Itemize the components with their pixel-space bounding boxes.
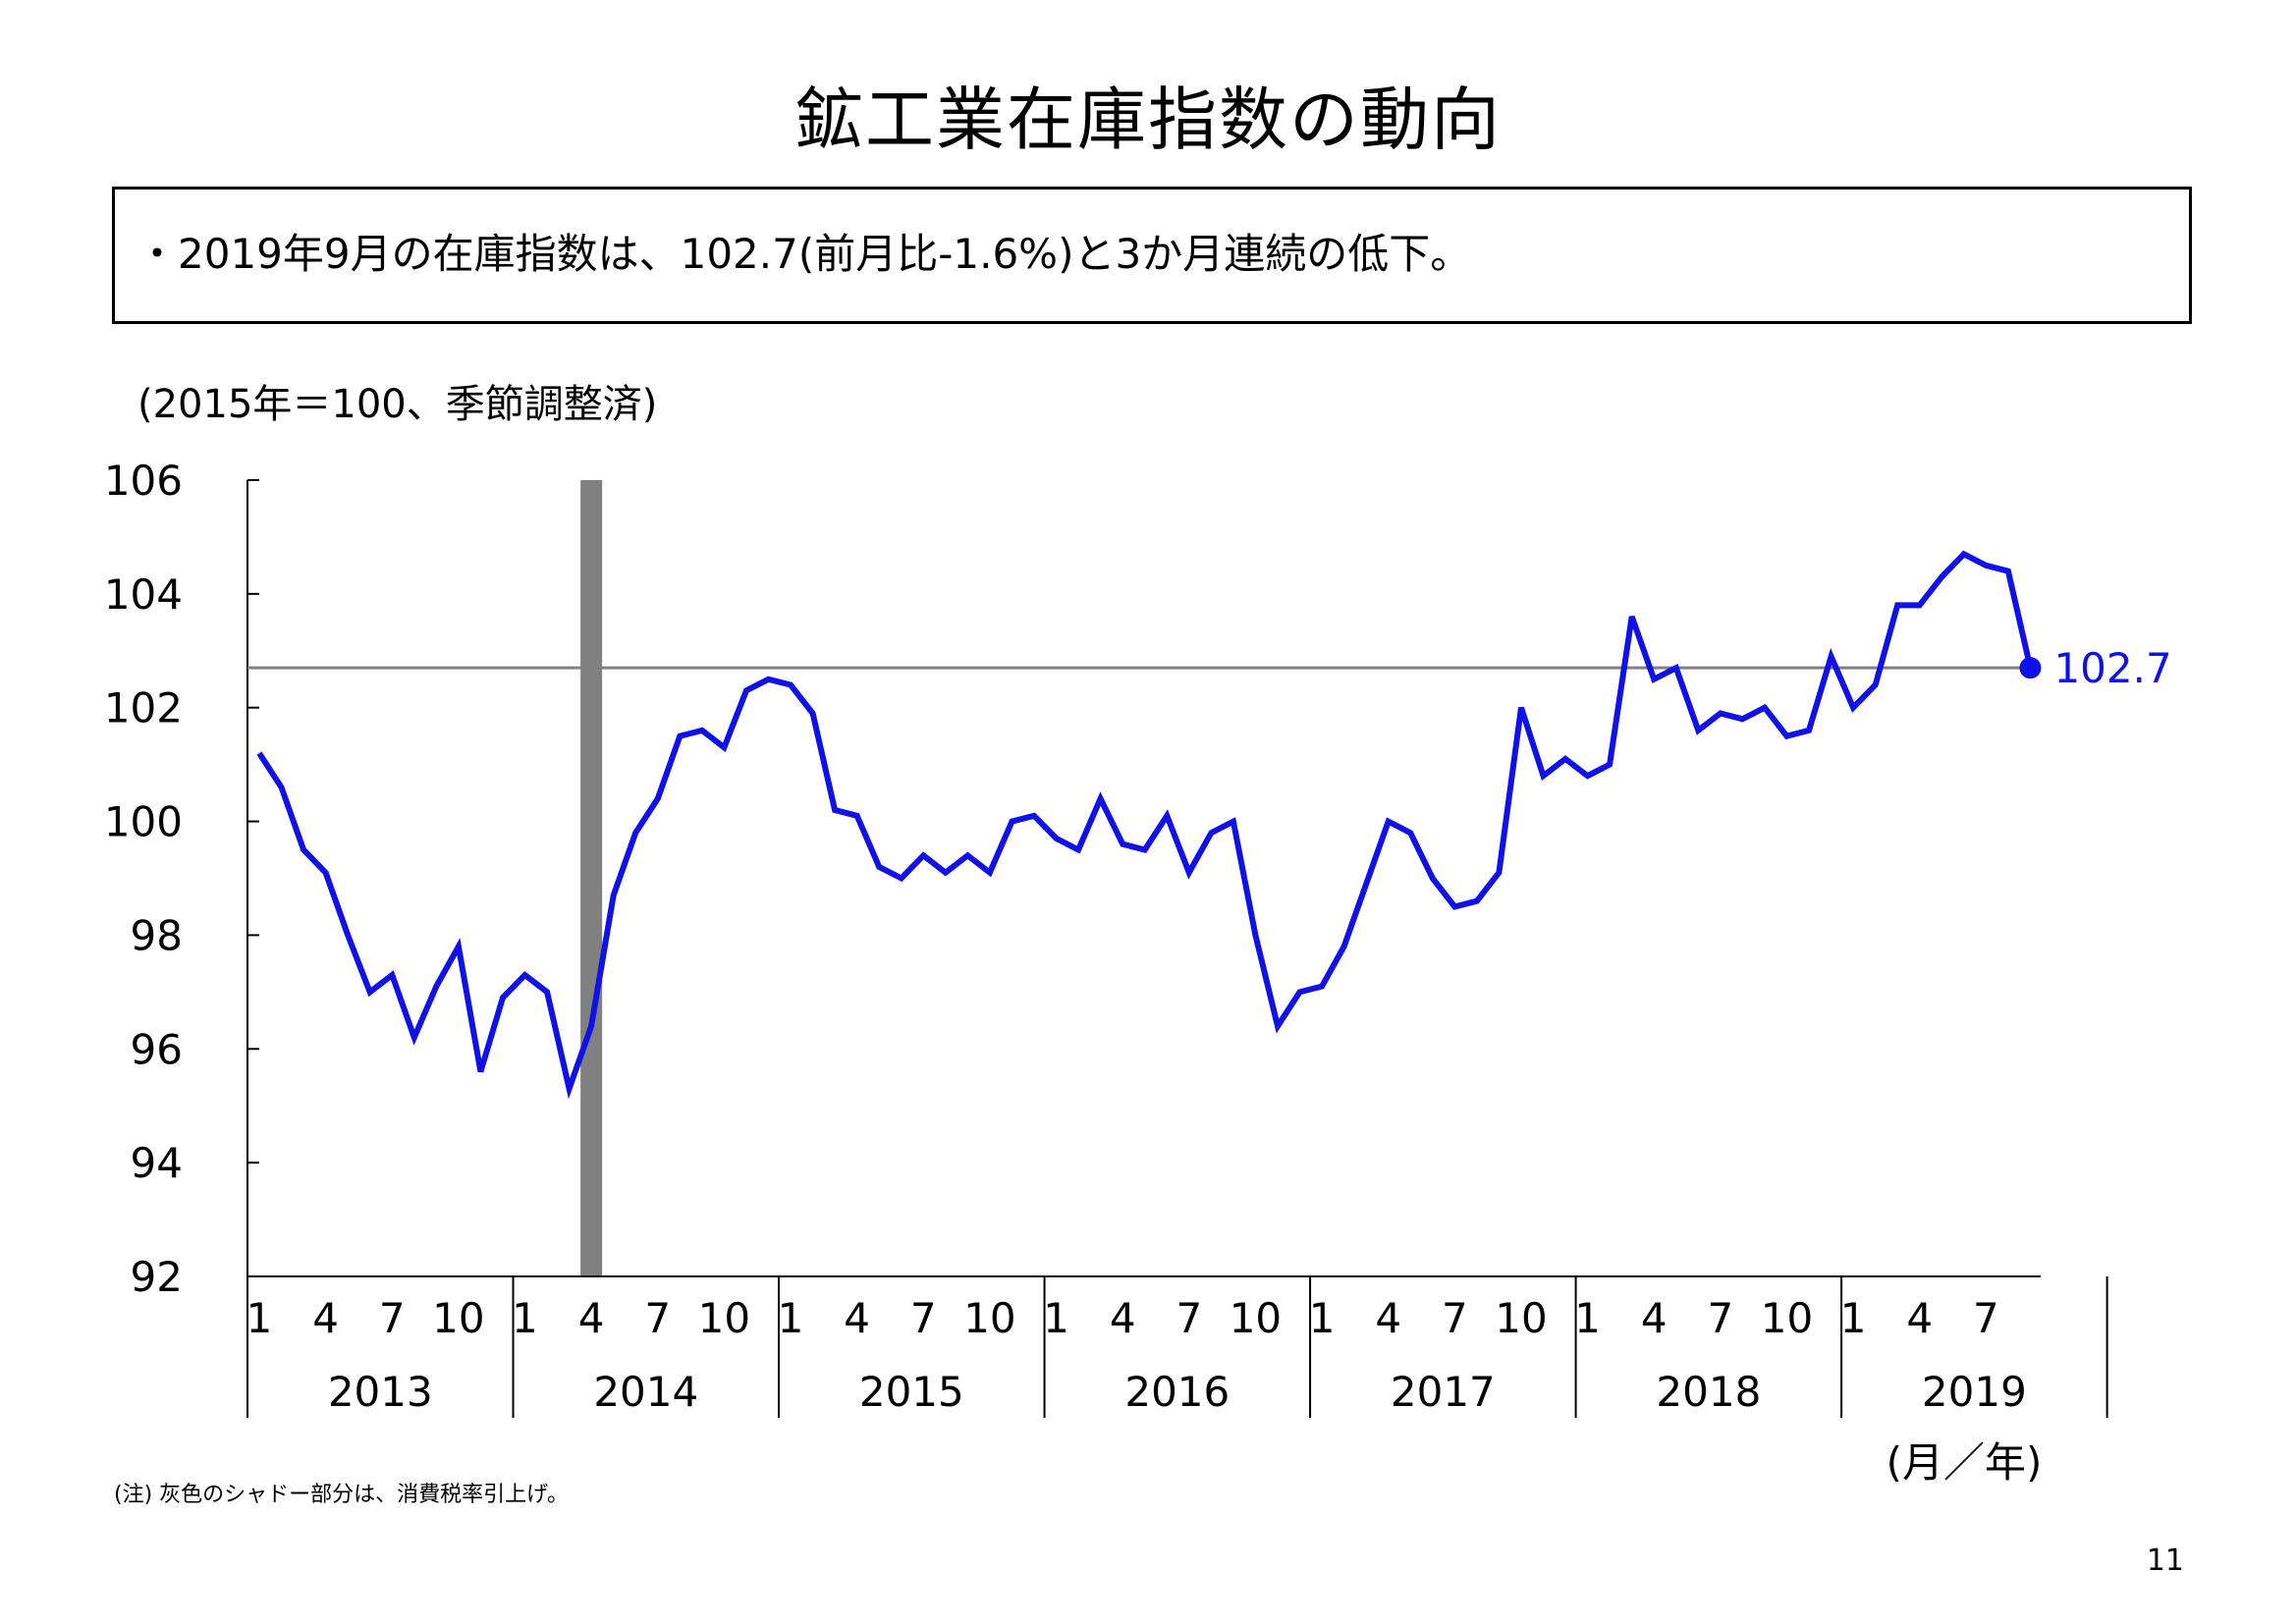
page-title: 鉱工業在庫指数の動向: [794, 80, 1502, 160]
year-label: 2019: [1922, 1368, 2027, 1416]
tax-hike-shade: [580, 480, 603, 1276]
month-tick-label: 1: [512, 1294, 538, 1342]
last-value-label: 102.7: [2053, 644, 2171, 692]
x-axis-label: (月／年): [1886, 1438, 2043, 1487]
month-tick-label: 7: [910, 1294, 937, 1342]
y-tick-label: 104: [104, 570, 183, 619]
month-tick-label: 4: [1375, 1294, 1401, 1342]
month-tick-label: 7: [379, 1294, 406, 1342]
year-label: 2014: [593, 1368, 698, 1416]
month-tick-label: 10: [698, 1294, 750, 1342]
month-tick-label: 1: [246, 1294, 273, 1342]
month-tick-label: 4: [1110, 1294, 1136, 1342]
month-tick-label: 7: [1442, 1294, 1468, 1342]
month-tick-label: 10: [1230, 1294, 1282, 1342]
year-label: 2015: [859, 1368, 964, 1416]
unit-note: (2015年＝100、季節調整済): [137, 382, 658, 427]
y-tick-label: 98: [131, 911, 183, 959]
year-label: 2018: [1656, 1368, 1761, 1416]
y-tick-label: 106: [104, 457, 183, 505]
series-line: [256, 550, 2034, 1100]
month-tick-label: 1: [1840, 1294, 1867, 1342]
y-tick-label: 94: [131, 1139, 183, 1187]
month-tick-label: 10: [1495, 1294, 1547, 1342]
month-tick-label: 4: [312, 1294, 339, 1342]
year-label: 2013: [328, 1368, 433, 1416]
month-tick-label: 1: [1574, 1294, 1601, 1342]
month-tick-label: 10: [432, 1294, 484, 1342]
page-number: 11: [2146, 1543, 2184, 1578]
month-tick-label: 7: [1707, 1294, 1733, 1342]
footnote: (注) 灰色のシャドー部分は、消費税率引上げ。: [114, 1483, 570, 1507]
month-tick-label: 4: [844, 1294, 870, 1342]
month-tick-label: 4: [1641, 1294, 1667, 1342]
month-tick-label: 4: [578, 1294, 605, 1342]
month-tick-label: 1: [1043, 1294, 1069, 1342]
month-tick-label: 10: [1761, 1294, 1813, 1342]
month-tick-label: 1: [1309, 1294, 1336, 1342]
year-label: 2016: [1124, 1368, 1230, 1416]
year-label: 2017: [1391, 1368, 1496, 1416]
month-tick-label: 7: [644, 1294, 671, 1342]
month-tick-label: 4: [1906, 1294, 1933, 1342]
y-tick-label: 92: [131, 1253, 183, 1301]
y-tick-label: 102: [104, 684, 183, 732]
month-tick-label: 1: [778, 1294, 804, 1342]
summary-text: ・2019年9月の在庫指数は、102.7(前月比-1.6%)と3か月連続の低下。: [137, 230, 1472, 278]
month-tick-label: 7: [1973, 1294, 1999, 1342]
y-tick-label: 96: [131, 1025, 183, 1073]
summary-box: ・2019年9月の在庫指数は、102.7(前月比-1.6%)と3か月連続の低下。: [112, 187, 2192, 324]
month-tick-label: 10: [963, 1294, 1015, 1342]
y-tick-label: 100: [104, 798, 183, 846]
last-point-marker: [2019, 657, 2042, 679]
month-tick-label: 7: [1175, 1294, 1202, 1342]
